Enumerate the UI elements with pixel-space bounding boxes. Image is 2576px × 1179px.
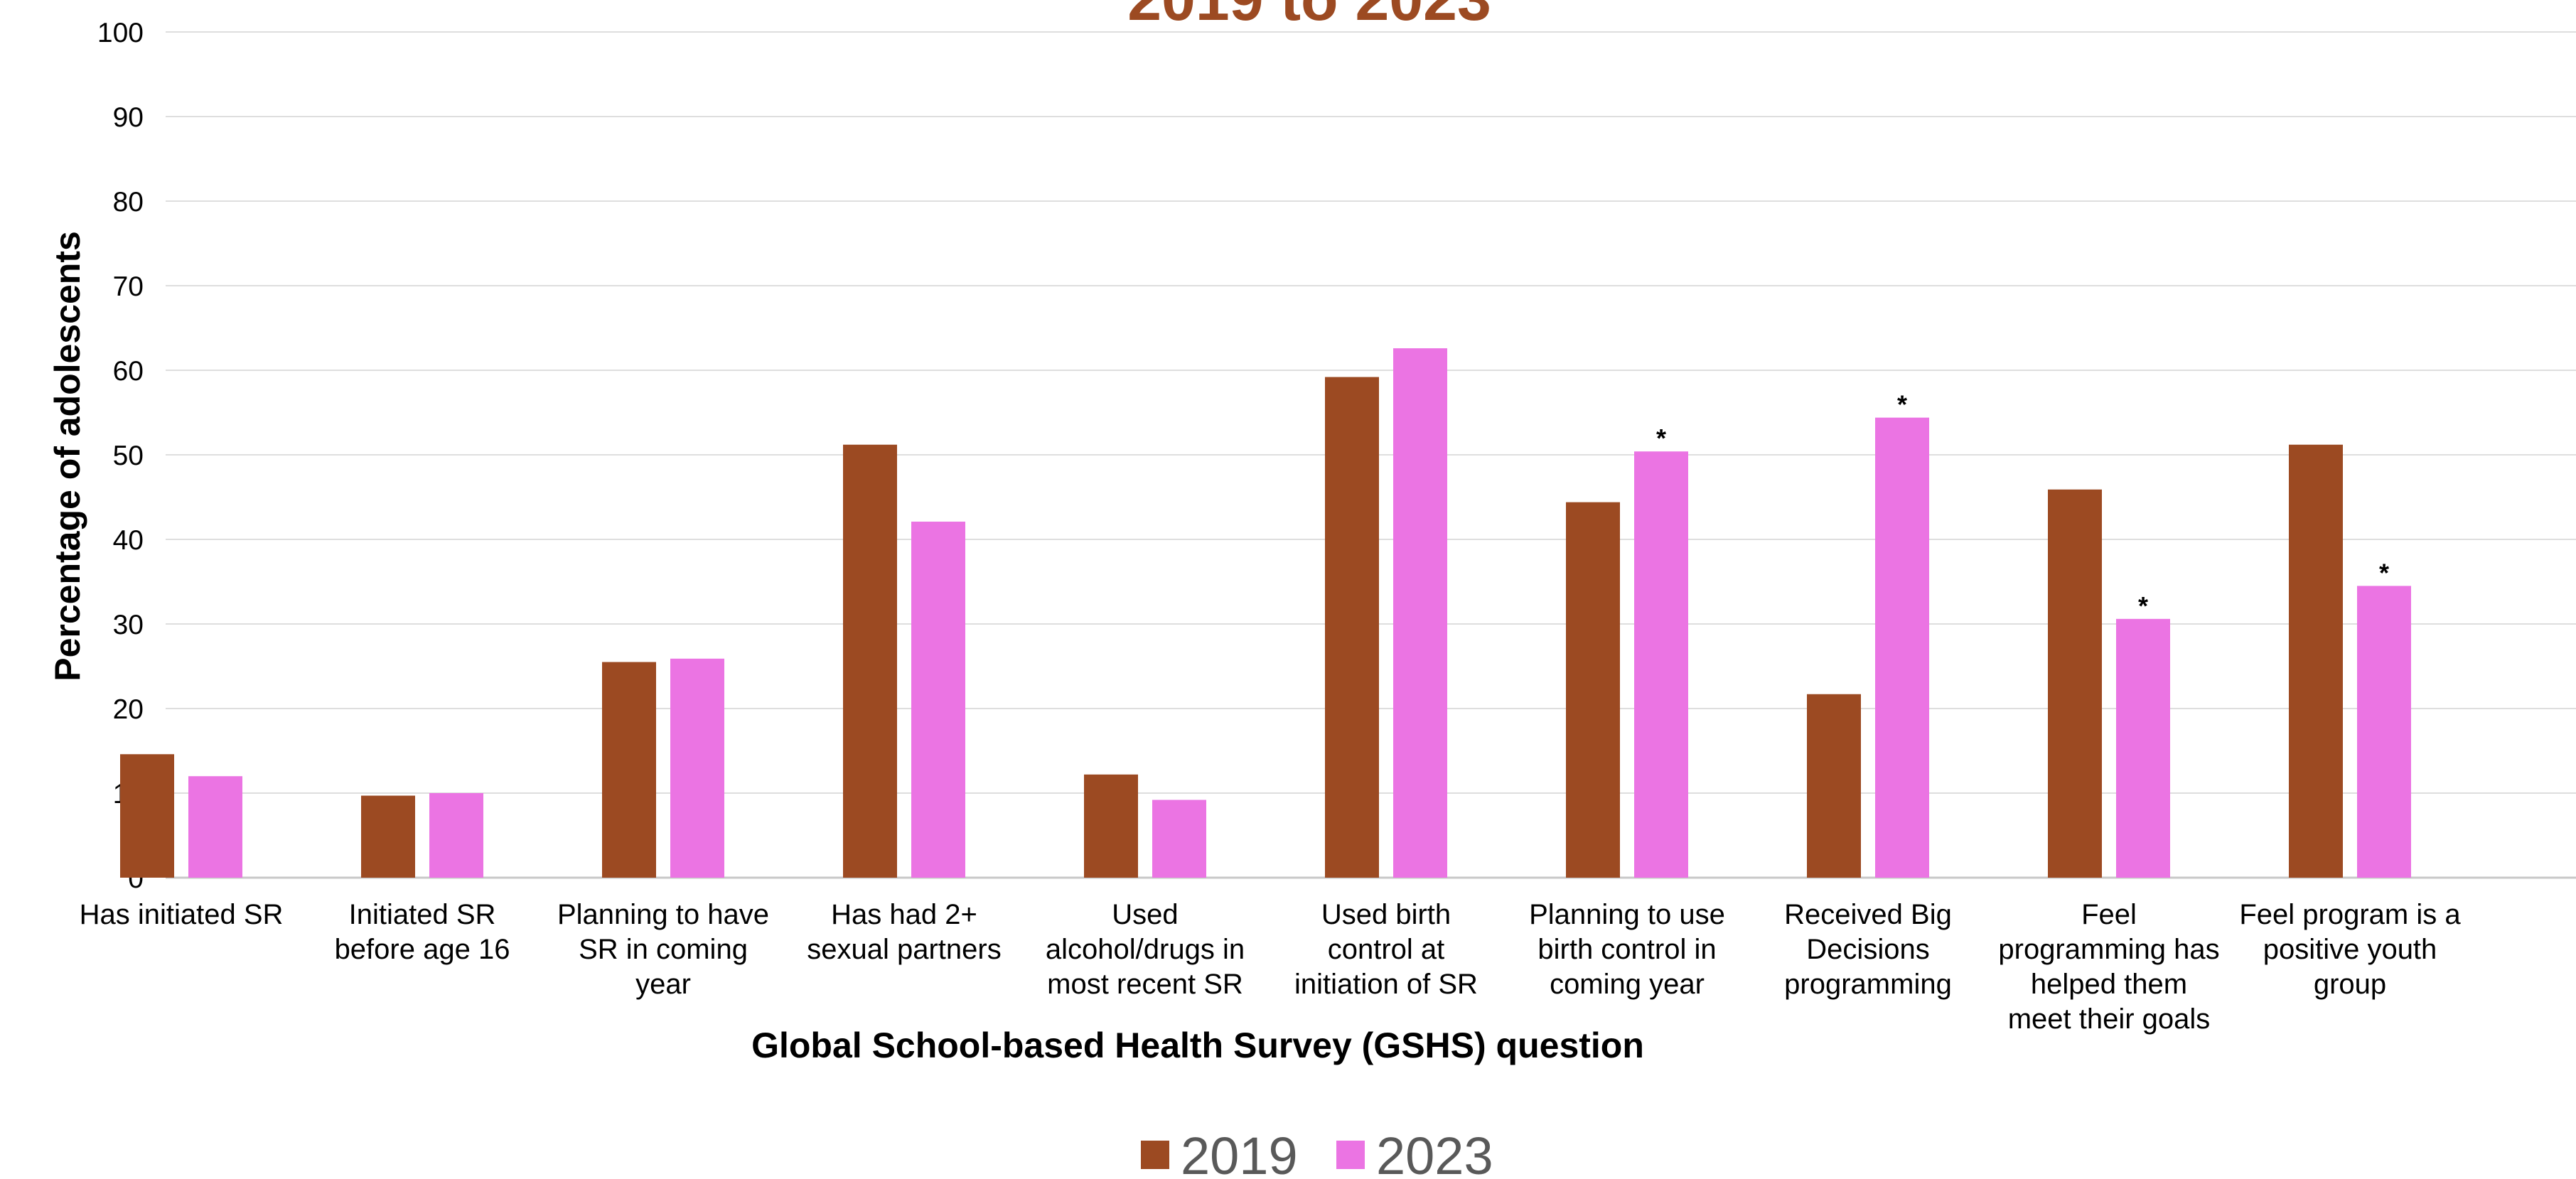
y-tick-label: 60 — [113, 356, 144, 387]
bar-2023-3 — [911, 522, 965, 878]
x-category-label: Used alcohol/drugs in most recent SR — [1046, 899, 1245, 1000]
x-category-label: Planning to use birth control in coming ye… — [1529, 899, 1725, 1000]
bar-2019-4 — [1084, 774, 1138, 878]
bar-2023-2 — [670, 658, 724, 878]
x-category-line: meet their goals — [2008, 1003, 2211, 1035]
bar-2019-2 — [602, 662, 656, 878]
legend-label-2023: 2023 — [1376, 1126, 1493, 1179]
x-category-label: Feel programming has helped them meet their… — [1998, 899, 2219, 1035]
x-category-label: Has initiated SR — [80, 899, 284, 930]
bar-2023-6 — [1634, 451, 1688, 878]
x-category-line: most recent SR — [1047, 969, 1243, 1000]
legend: 2019 2023 — [1141, 1126, 1493, 1179]
x-category-line: Received Big — [1784, 899, 1952, 930]
x-category-line: year — [635, 969, 691, 1000]
x-category-line: helped them — [2031, 969, 2187, 1000]
x-category-line: Has had 2+ — [831, 899, 977, 930]
x-category-line: group — [2314, 969, 2386, 1000]
bar-2019-7 — [1807, 694, 1861, 878]
y-tick-label: 40 — [113, 525, 144, 556]
x-category-line: Feel program is a — [2239, 899, 2461, 930]
bar-2023-7 — [1875, 417, 1929, 878]
x-category-line: Used birth — [1321, 899, 1451, 930]
bar-2019-3 — [843, 444, 897, 878]
y-tick-label: 80 — [113, 187, 144, 217]
y-tick-label: 100 — [97, 18, 144, 48]
significance-mark: * — [2138, 591, 2148, 620]
significance-mark: * — [1656, 424, 1666, 453]
x-category-label: Used birth control at initiation of SR — [1294, 899, 1478, 1000]
bar-2019-1 — [361, 795, 415, 878]
x-category-line: programming — [1784, 969, 1952, 1000]
x-category-line: Feel — [2081, 899, 2137, 930]
x-category-line: initiation of SR — [1294, 969, 1478, 1000]
bar-2023-8 — [2116, 618, 2170, 878]
x-category-line: coming year — [1550, 969, 1705, 1000]
x-category-label: Feel program is a positive youth group — [2239, 899, 2461, 1000]
y-tick-label: 90 — [113, 102, 144, 133]
bar-2019-9 — [2289, 444, 2343, 878]
bar-2019-0 — [120, 754, 174, 878]
x-category-line: birth control in — [1537, 934, 1716, 965]
x-category-line: alcohol/drugs in — [1046, 934, 1245, 965]
bar-2023-1 — [429, 793, 483, 878]
x-category-line: control at — [1328, 934, 1445, 965]
x-category-line: SR in coming — [579, 934, 748, 965]
y-tick-label: 30 — [113, 610, 144, 640]
x-category-label: Initiated SR before age 16 — [335, 899, 510, 965]
x-category-line: sexual partners — [807, 934, 1001, 965]
x-category-line: Has initiated SR — [80, 899, 284, 930]
y-axis-title: Percentage of adolescents — [48, 231, 87, 682]
x-category-line: programming has — [1998, 934, 2219, 965]
x-category-line: Planning to use — [1529, 899, 1725, 930]
chart-title: 2019 to 2023 — [1127, 0, 1491, 33]
legend-swatch-2023 — [1336, 1141, 1365, 1169]
bar-2019-8 — [2048, 489, 2102, 878]
x-category-label: Has had 2+ sexual partners — [807, 899, 1001, 965]
x-axis-categories: Has initiated SR Initiated SR before age 1… — [80, 899, 2462, 1035]
significance-mark: * — [1897, 390, 1907, 419]
bar-2023-0 — [188, 776, 242, 878]
x-axis-title: Global School-based Health Survey (GSHS)… — [751, 1025, 1644, 1065]
bars — [120, 348, 2411, 878]
y-tick-label: 20 — [113, 694, 144, 725]
y-tick-label: 50 — [113, 441, 144, 471]
bar-2023-5 — [1393, 348, 1447, 878]
x-category-line: Initiated SR — [349, 899, 496, 930]
x-category-line: before age 16 — [335, 934, 510, 965]
significance-marks: * * * * — [1656, 390, 2389, 620]
bar-2019-5 — [1325, 377, 1379, 878]
x-category-line: Planning to have — [557, 899, 769, 930]
x-category-label: Planning to have SR in coming year — [557, 899, 769, 1000]
bar-2023-9 — [2357, 586, 2411, 878]
x-category-label: Received Big Decisions programming — [1784, 899, 1952, 1000]
bar-2019-6 — [1566, 502, 1620, 878]
legend-swatch-2019 — [1141, 1141, 1169, 1169]
significance-mark: * — [2379, 558, 2389, 587]
x-category-line: Used — [1112, 899, 1178, 930]
x-category-line: Decisions — [1806, 934, 1929, 965]
legend-label-2019: 2019 — [1181, 1126, 1298, 1179]
x-category-line: positive youth — [2263, 934, 2437, 965]
y-tick-label: 70 — [113, 271, 144, 302]
bar-2023-4 — [1152, 800, 1206, 878]
